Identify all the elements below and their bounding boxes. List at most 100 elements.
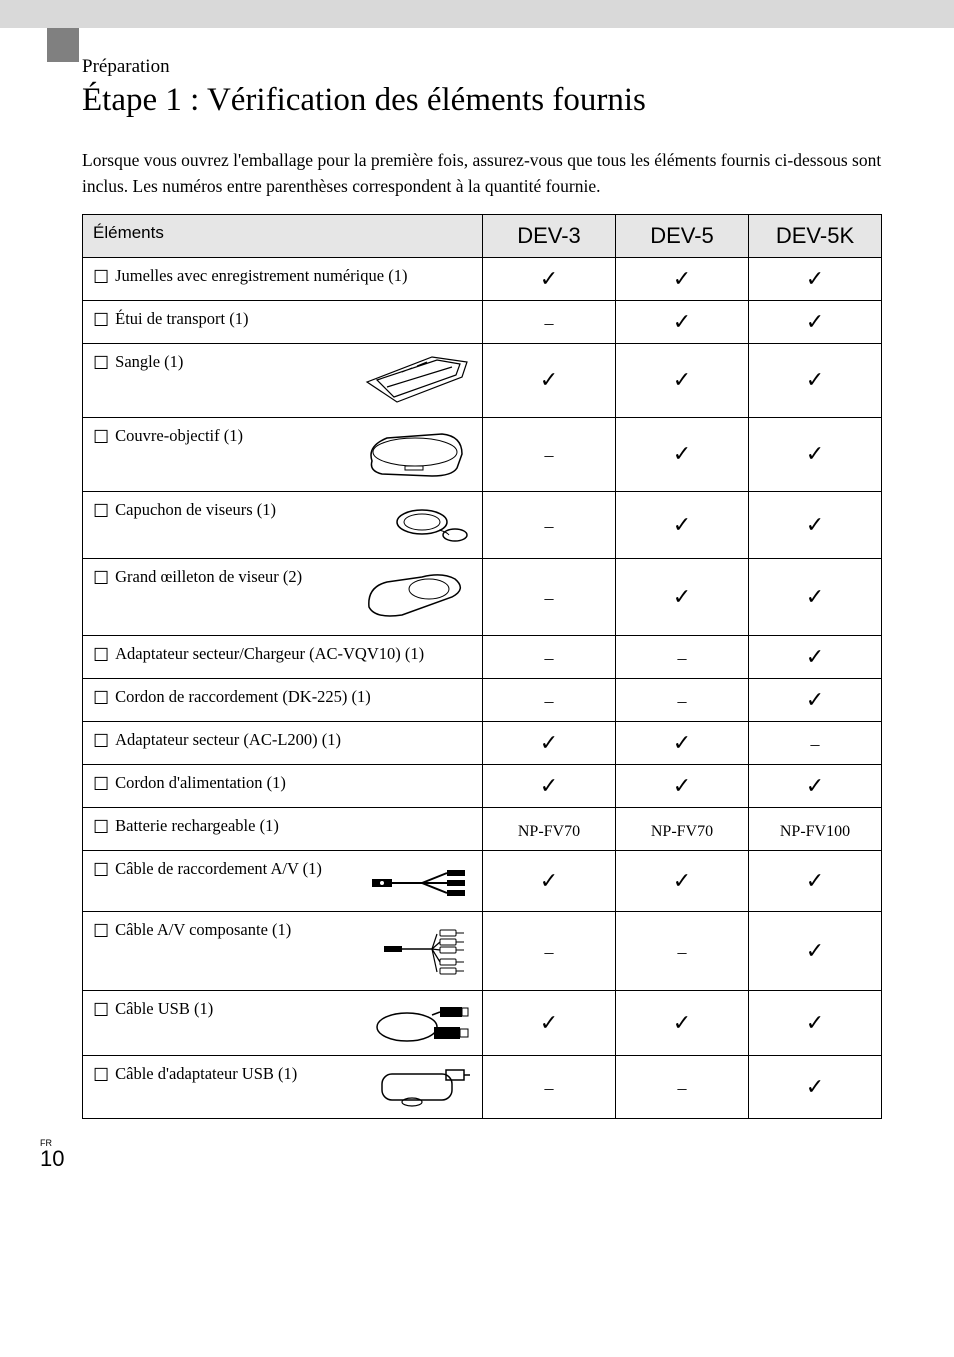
value-cell: ✓: [749, 911, 882, 990]
value-cell: ✓: [616, 764, 749, 807]
col-dev5: DEV-5: [616, 214, 749, 257]
item-label: Câble d'adaptateur USB (1): [115, 1064, 366, 1084]
value-cell: ✓: [749, 635, 882, 678]
value-cell: ✓: [616, 990, 749, 1055]
page-lang: FR: [40, 1139, 954, 1148]
value-cell: ✓: [483, 990, 616, 1055]
table-row: ☐Étui de transport (1)–✓✓: [83, 300, 882, 343]
item-label: Couvre-objectif (1): [115, 426, 351, 446]
table-row: ☐Cordon d'alimentation (1)✓✓✓: [83, 764, 882, 807]
value-cell: ✓: [616, 850, 749, 911]
item-cell: ☐ Câble USB (1): [83, 990, 483, 1055]
checkbox-icon: ☐: [93, 775, 109, 793]
item-label: Câble USB (1): [115, 999, 366, 1019]
item-label: Cordon de raccordement (DK-225) (1): [115, 687, 472, 707]
value-cell: ✓: [483, 850, 616, 911]
lenscover-icon: [357, 426, 472, 481]
value-cell: ✓: [616, 300, 749, 343]
item-label: Grand œilleton de viseur (2): [115, 567, 351, 587]
item-label: Câble A/V composante (1): [115, 920, 376, 940]
table-header-row: Éléments DEV-3 DEV-5 DEV-5K: [83, 214, 882, 257]
page-number: FR 10: [0, 1139, 954, 1191]
value-cell: –: [616, 678, 749, 721]
strap-icon: [362, 352, 472, 407]
table-row: ☐Câble A/V composante (1)––✓: [83, 911, 882, 990]
item-label: Étui de transport (1): [115, 309, 472, 329]
value-cell: ✓: [483, 721, 616, 764]
item-cell: ☐ Cordon de raccordement (DK-225) (1): [83, 678, 483, 721]
checkbox-icon: ☐: [93, 646, 109, 664]
value-cell: –: [616, 1055, 749, 1118]
col-dev3: DEV-3: [483, 214, 616, 257]
col-elements: Éléments: [83, 214, 483, 257]
item-label: Capuchon de viseurs (1): [115, 500, 371, 520]
checkbox-icon: ☐: [93, 569, 109, 587]
table-row: ☐Adaptateur secteur (AC-L200) (1)✓✓–: [83, 721, 882, 764]
item-cell: ☐ Adaptateur secteur/Chargeur (AC-VQV10) …: [83, 635, 483, 678]
checkbox-icon: ☐: [93, 689, 109, 707]
value-cell: ✓: [483, 343, 616, 417]
checkbox-icon: ☐: [93, 861, 109, 879]
item-cell: ☐Cordon d'alimentation (1): [83, 764, 483, 807]
value-cell: –: [616, 911, 749, 990]
checkbox-icon: ☐: [93, 502, 109, 520]
table-row: ☐Câble d'adaptateur USB (1)––✓: [83, 1055, 882, 1118]
value-cell: –: [616, 635, 749, 678]
value-cell: –: [483, 1055, 616, 1118]
item-cell: ☐Câble d'adaptateur USB (1): [83, 1055, 483, 1118]
item-label: Adaptateur secteur/Chargeur (AC-VQV10) (…: [115, 644, 472, 664]
item-cell: ☐ Adaptateur secteur (AC-L200) (1): [83, 721, 483, 764]
items-table: Éléments DEV-3 DEV-5 DEV-5K ☐ Jumelles av…: [82, 214, 882, 1119]
value-cell: ✓: [749, 257, 882, 300]
usbadapter-icon: [372, 1064, 472, 1108]
section-label: Préparation: [82, 56, 882, 78]
value-cell: ✓: [483, 257, 616, 300]
checkbox-icon: ☐: [93, 428, 109, 446]
usbcable-icon: [372, 999, 472, 1045]
item-cell: ☐ Couvre-objectif (1): [83, 417, 483, 491]
value-cell: ✓: [749, 764, 882, 807]
checkbox-icon: ☐: [93, 354, 109, 372]
item-label: Sangle (1): [115, 352, 356, 372]
item-cell: ☐ Jumelles avec enregistrement numérique …: [83, 257, 483, 300]
value-cell: –: [483, 417, 616, 491]
avcable-icon: [367, 859, 472, 901]
value-cell: ✓: [749, 343, 882, 417]
item-label: Adaptateur secteur (AC-L200) (1): [115, 730, 472, 750]
section-tab: [47, 28, 79, 62]
item-label: Batterie rechargeable (1): [115, 816, 472, 836]
value-cell: –: [483, 300, 616, 343]
vfcap-icon: [377, 500, 472, 548]
table-row: ☐Batterie rechargeable (1)NP-FV70NP-FV70…: [83, 807, 882, 850]
checkbox-icon: ☐: [93, 268, 109, 286]
value-cell: ✓: [749, 678, 882, 721]
item-cell: ☐Câble de raccordement A/V (1): [83, 850, 483, 911]
item-label: Jumelles avec enregistrement numérique (…: [115, 266, 472, 286]
checkbox-icon: ☐: [93, 732, 109, 750]
table-row: ☐Sangle (1)✓✓✓: [83, 343, 882, 417]
table-row: ☐ Adaptateur secteur/Chargeur (AC-VQV10) …: [83, 635, 882, 678]
value-cell: NP-FV100: [749, 807, 882, 850]
checkbox-icon: ☐: [93, 1001, 109, 1019]
value-cell: ✓: [749, 1055, 882, 1118]
value-cell: ✓: [616, 257, 749, 300]
checkbox-icon: ☐: [93, 818, 109, 836]
value-cell: –: [749, 721, 882, 764]
value-cell: ✓: [616, 721, 749, 764]
value-cell: ✓: [749, 491, 882, 558]
item-cell: ☐ Étui de transport (1): [83, 300, 483, 343]
checkbox-icon: ☐: [93, 311, 109, 329]
compcable-icon: [382, 920, 472, 980]
eyecup-icon: [357, 567, 472, 625]
value-cell: ✓: [616, 417, 749, 491]
value-cell: ✓: [749, 417, 882, 491]
value-cell: –: [483, 678, 616, 721]
item-cell: ☐ Capuchon de viseurs (1): [83, 491, 483, 558]
value-cell: ✓: [749, 558, 882, 635]
col-dev5k: DEV-5K: [749, 214, 882, 257]
table-row: ☐Câble de raccordement A/V (1)✓✓✓: [83, 850, 882, 911]
value-cell: –: [483, 491, 616, 558]
value-cell: ✓: [616, 491, 749, 558]
item-cell: ☐Câble A/V composante (1): [83, 911, 483, 990]
page-title: Étape 1 : Vérification des éléments four…: [82, 82, 882, 119]
